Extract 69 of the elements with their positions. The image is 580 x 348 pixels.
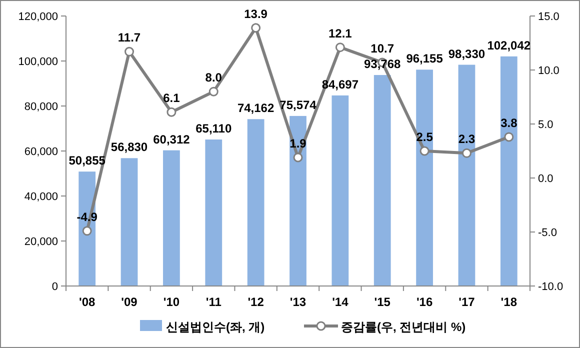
x-tick-label: '14 xyxy=(332,295,349,309)
data-label: 74,162 xyxy=(237,101,274,116)
data-label: 93,768 xyxy=(364,57,402,72)
x-tick-label: '15 xyxy=(374,295,391,309)
point xyxy=(335,42,345,52)
bar xyxy=(500,56,518,286)
bar xyxy=(332,95,349,286)
data-label: 84,697 xyxy=(322,77,359,92)
data-label: 12.1 xyxy=(328,26,352,40)
bar xyxy=(247,119,264,286)
point xyxy=(251,23,261,33)
y2-tick-label: 5.0 xyxy=(538,119,554,131)
point xyxy=(124,46,134,56)
data-label: 1.9 xyxy=(290,136,307,150)
point xyxy=(208,86,218,96)
data-label: 50,855 xyxy=(68,154,106,168)
y-tick-label: 0 xyxy=(52,281,58,293)
data-label: 56,830 xyxy=(110,140,148,154)
data-label: 102,042 xyxy=(487,38,531,52)
point xyxy=(293,152,303,162)
bar xyxy=(120,158,138,286)
y-tick-label: 40,000 xyxy=(24,191,58,203)
x-tick-label: '08 xyxy=(78,295,96,309)
point xyxy=(166,107,176,117)
y2-tick-label: 0.0 xyxy=(538,173,554,185)
y2-tick-label: 10.0 xyxy=(538,65,560,77)
bar xyxy=(163,150,180,286)
y-tick-label: 20,000 xyxy=(24,236,58,248)
y-tick-label: 120,000 xyxy=(18,11,58,23)
y2-tick-label: -5.0 xyxy=(538,227,557,239)
point xyxy=(82,226,92,236)
x-tick-label: '12 xyxy=(248,295,264,309)
point xyxy=(420,146,430,156)
bar xyxy=(374,75,391,286)
x-tick-label: '11 xyxy=(206,295,222,309)
x-tick-label: '17 xyxy=(458,295,476,309)
data-label: 96,155 xyxy=(406,52,444,66)
bar xyxy=(205,140,222,286)
y2-tick-label: -10.0 xyxy=(538,281,564,293)
data-label: 10.7 xyxy=(370,41,394,56)
data-label: 98,330 xyxy=(448,46,486,61)
y-tick-label: 60,000 xyxy=(24,146,58,158)
data-label: 13.9 xyxy=(244,6,268,21)
x-tick-label: '09 xyxy=(121,295,138,309)
x-tick-label: '18 xyxy=(500,295,518,309)
legend-label: 신설법인수(좌, 개) xyxy=(166,320,265,334)
bar xyxy=(458,64,476,286)
data-label: 2.5 xyxy=(416,130,434,144)
data-label: 65,110 xyxy=(196,122,232,136)
data-label: 8.0 xyxy=(205,70,222,85)
point xyxy=(462,148,472,158)
bar xyxy=(78,172,96,286)
bar xyxy=(416,70,433,286)
data-label: 3.8 xyxy=(500,116,518,130)
x-tick-label: '16 xyxy=(416,295,433,309)
y-tick-label: 80,000 xyxy=(24,101,58,113)
data-label: 2.3 xyxy=(458,132,476,146)
y2-tick-label: 15.0 xyxy=(538,11,560,23)
bar xyxy=(290,116,306,286)
legend-label: 증감률(우, 전년대비 %) xyxy=(341,320,466,334)
x-tick-label: '13 xyxy=(290,295,306,309)
data-label: -4.9 xyxy=(76,210,98,224)
data-label: 60,312 xyxy=(153,132,190,146)
data-label: 75,574 xyxy=(280,98,317,112)
point xyxy=(504,132,514,142)
data-label: 6.1 xyxy=(163,91,180,106)
x-tick-label: '10 xyxy=(163,295,180,309)
data-label: 11.7 xyxy=(118,30,141,45)
y-tick-label: 100,000 xyxy=(18,56,58,68)
